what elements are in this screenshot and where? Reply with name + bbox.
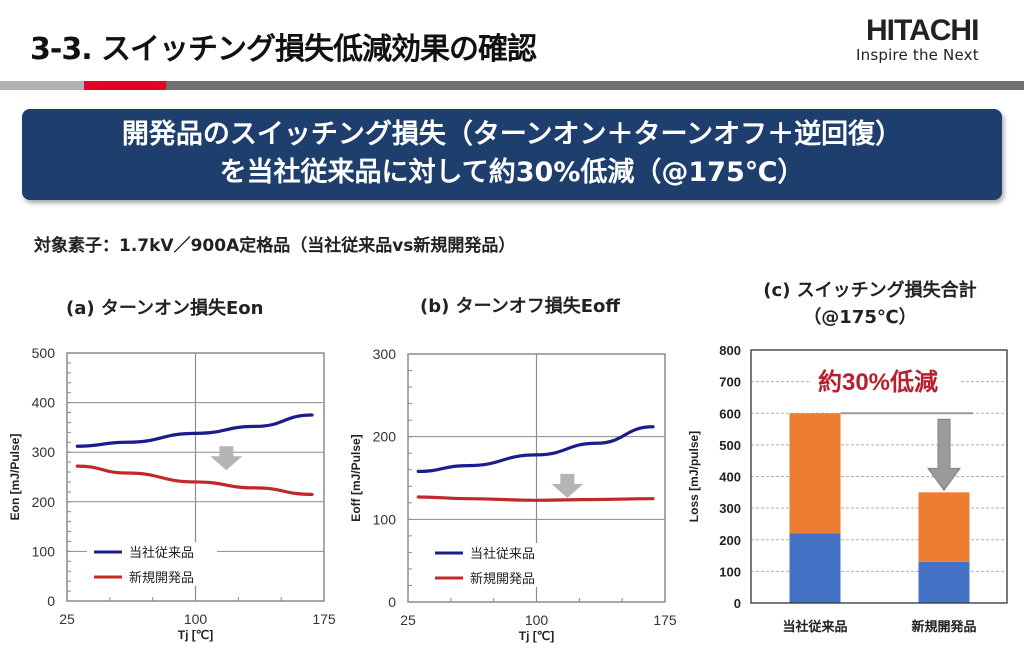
bar-segment-lower [789, 533, 841, 603]
y-tick-label: 700 [719, 375, 741, 390]
banner-line-1: 開発品のスイッチング損失（ターンオン＋ターンオフ＋逆回復） [121, 119, 903, 150]
x-tick-label: 100 [184, 611, 208, 627]
bar-segment-upper [789, 413, 841, 534]
y-tick-label: 100 [719, 564, 741, 579]
bar-segment-upper [918, 492, 970, 562]
x-tick-label: 175 [653, 612, 677, 628]
y-axis-label: Eon [mJ/Pulse] [8, 434, 22, 521]
x-tick-label: 100 [525, 612, 549, 628]
slide-title: 3-3. スイッチング損失低減効果の確認 [30, 32, 537, 67]
y-tick-label: 100 [373, 511, 397, 527]
y-tick-label: 500 [32, 345, 56, 361]
x-axis-label: Tj [℃] [178, 628, 213, 642]
chart-c-total-loss: 0 100 200 300 400 500 600 700 800 Loss [mJ/pulse]… [687, 343, 1008, 634]
y-tick-label: 800 [719, 343, 741, 358]
chart-b-title: (b) ターンオフ損失Eoff [420, 296, 620, 317]
y-axis-label: Eoff [mJ/Pulse] [349, 434, 363, 521]
chart-b-eoff: 0 100 200 300 25 100 175 Tj [℃] Eoff [mJ/Pulse] 当… [349, 346, 677, 643]
y-axis-label: Loss [mJ/pulse] [687, 431, 701, 522]
x-tick-label: 175 [312, 611, 336, 627]
y-tick-label: 500 [719, 438, 741, 453]
y-tick-label: 200 [32, 494, 56, 510]
chart-c-subtitle: （@175℃） [803, 307, 917, 328]
y-tick-label: 300 [373, 346, 397, 362]
legend-label: 新規開発品 [129, 570, 194, 585]
y-tick-label: 0 [388, 594, 396, 610]
summary-banner: 開発品のスイッチング損失（ターンオン＋ターンオフ＋逆回復） を当社従来品に対して… [22, 109, 1002, 200]
series-line-developed [416, 495, 655, 502]
reduction-arrow-icon [927, 418, 961, 492]
legend-background [87, 542, 217, 586]
series-line-developed [75, 464, 314, 496]
y-tick-label: 400 [719, 470, 741, 485]
series-line-conventional [75, 413, 314, 448]
title-rule-accent [84, 81, 166, 90]
reduction-arrow-icon [551, 473, 584, 498]
x-axis-label: Tj [℃] [519, 629, 554, 643]
logo-tagline: Inspire the Next [856, 46, 979, 64]
plot-frame [407, 353, 666, 603]
plot-frame [66, 352, 325, 602]
chart-c-title: (c) スイッチング損失合計 [763, 280, 977, 301]
chart-a-title: (a) ターンオン損失Eon [66, 298, 264, 319]
y-tick-label: 0 [734, 596, 741, 611]
chart-a-eon: 0 100 200 300 400 500 25 100 175 Tj [℃] Eon [mJ/Pu… [8, 345, 336, 642]
y-tick-label: 600 [719, 406, 741, 421]
y-tick-label: 400 [32, 395, 56, 411]
annotation-background [810, 371, 960, 402]
y-tick-label: 200 [373, 429, 397, 445]
reduction-arrow-icon [210, 446, 243, 471]
title-rule-dark [166, 81, 1024, 90]
legend-label: 当社従来品 [129, 545, 194, 560]
hitachi-logo: HITACHI [866, 14, 979, 47]
x-tick-label: 25 [400, 612, 416, 628]
legend-label: 新規開発品 [470, 571, 535, 586]
y-tick-label: 300 [32, 444, 56, 460]
y-tick-label: 200 [719, 533, 741, 548]
y-tick-label: 100 [32, 543, 56, 559]
x-tick-label: 25 [59, 611, 75, 627]
title-rule-light [0, 81, 84, 90]
plot-frame [750, 349, 1008, 604]
legend-background [428, 543, 558, 587]
bar-segment-lower [918, 561, 970, 603]
subject-device-label: 対象素子：1.7kV／900A定格品（当社従来品vs新規開発品） [34, 236, 516, 256]
series-line-conventional [416, 425, 655, 473]
banner-line-2: を当社従来品に対して約30%低減（@175℃） [219, 157, 805, 188]
reduction-annotation: 約30%低減 [818, 368, 938, 396]
y-tick-label: 300 [719, 501, 741, 516]
y-tick-label: 0 [47, 593, 55, 609]
legend-label: 当社従来品 [470, 546, 535, 561]
x-category-label: 新規開発品 [911, 619, 976, 634]
x-category-label: 当社従来品 [782, 619, 847, 634]
